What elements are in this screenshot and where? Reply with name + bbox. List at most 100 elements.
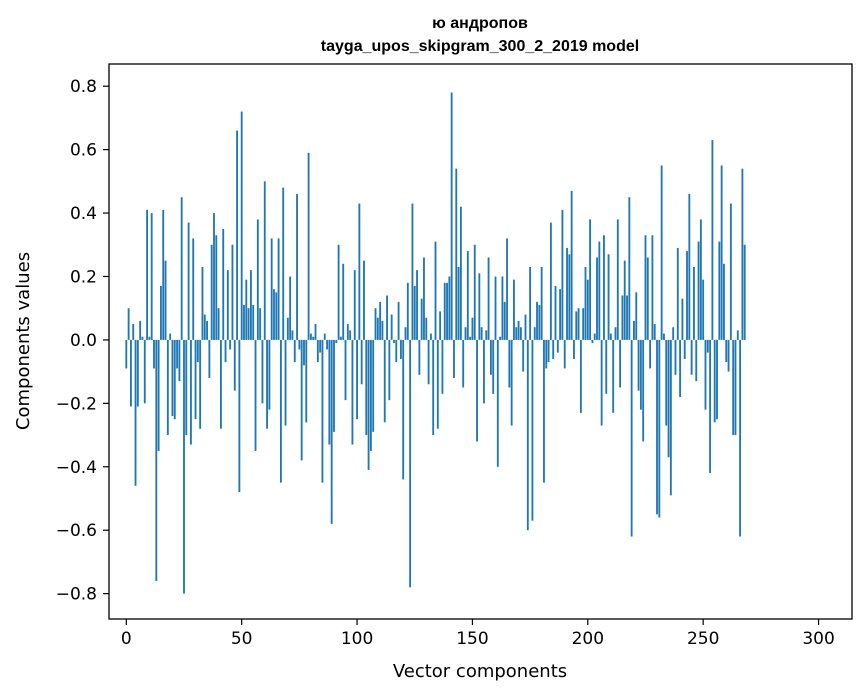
bar (586, 279, 589, 340)
bar (127, 308, 130, 340)
bar (217, 308, 220, 340)
bar (704, 339, 707, 410)
bar (379, 301, 382, 340)
bar (303, 339, 305, 366)
bar (506, 238, 508, 340)
bar (554, 286, 557, 340)
bar (194, 339, 197, 420)
bar (413, 286, 416, 340)
bar (346, 324, 349, 340)
bar (376, 317, 379, 340)
bar (335, 339, 338, 344)
bar (372, 339, 375, 432)
bar (607, 254, 610, 340)
bar (600, 339, 603, 426)
y-tick-label: −0.4 (56, 458, 97, 478)
chart-subtitle: tayga_upos_skipgram_300_2_2019 model (321, 38, 639, 55)
bar (485, 330, 488, 340)
x-tick-label: 100 (341, 629, 373, 649)
bar (436, 339, 439, 429)
bar (238, 339, 241, 493)
bar (443, 282, 446, 340)
bar (164, 260, 167, 340)
bar (656, 339, 658, 515)
bar (369, 339, 372, 451)
bar (229, 339, 232, 350)
bar (139, 320, 142, 340)
bar (540, 266, 543, 340)
bar (568, 254, 571, 340)
bar (411, 203, 414, 340)
bar (623, 260, 626, 340)
bar (459, 206, 462, 340)
bar (683, 339, 686, 359)
bar (353, 270, 356, 340)
bar (702, 279, 705, 340)
bar (665, 339, 668, 426)
bar (469, 336, 472, 340)
bar (552, 339, 555, 359)
y-tick-label: 0.0 (70, 331, 97, 351)
bar (130, 339, 132, 407)
bar (466, 251, 469, 340)
y-axis: −0.8 −0.6 −0.4 −0.2 0.0 0.2 0.4 0.6 0.8 (56, 77, 109, 605)
bar (296, 194, 298, 340)
bar (183, 339, 185, 594)
bar (695, 339, 698, 382)
bar (547, 339, 550, 363)
bar (739, 339, 742, 537)
bar (711, 140, 714, 340)
y-tick-label: −0.8 (56, 585, 97, 605)
bar (612, 339, 615, 413)
bar (628, 197, 631, 340)
bar (453, 339, 455, 378)
bar (236, 130, 238, 340)
bar (388, 339, 391, 401)
bar (596, 257, 598, 340)
bar (406, 282, 409, 340)
y-tick-label: 0.2 (70, 267, 97, 287)
bar (169, 333, 172, 340)
bar (231, 244, 234, 340)
bar (351, 339, 354, 445)
bar (566, 247, 568, 340)
bar (383, 339, 386, 423)
bar (208, 339, 211, 378)
bar (420, 298, 423, 340)
bar (162, 209, 165, 340)
bar (579, 339, 582, 413)
bar (185, 339, 188, 436)
bar (642, 339, 645, 442)
bar (291, 330, 294, 340)
bar (732, 339, 735, 436)
bar (513, 279, 515, 340)
bar (723, 263, 725, 340)
bar (646, 257, 649, 340)
bar (432, 339, 435, 436)
bar (464, 327, 467, 340)
y-tick-label: −0.2 (56, 394, 97, 414)
bar (349, 330, 352, 340)
bar (146, 209, 148, 340)
bar (633, 320, 635, 340)
bar (356, 339, 358, 420)
bar (669, 339, 672, 496)
y-tick-label: 0.6 (70, 141, 97, 161)
bar (374, 308, 377, 340)
bar (213, 213, 215, 340)
bar (365, 339, 368, 436)
x-tick-label: 0 (121, 629, 132, 649)
bar (531, 339, 534, 521)
bar (489, 339, 492, 375)
bar (224, 339, 227, 363)
bar (266, 339, 268, 429)
bar (210, 244, 213, 340)
bar (524, 314, 527, 340)
bar (381, 320, 384, 340)
bar (741, 168, 744, 340)
bar (679, 339, 682, 397)
bar (206, 320, 208, 340)
bar (312, 336, 315, 340)
bar (321, 339, 324, 483)
